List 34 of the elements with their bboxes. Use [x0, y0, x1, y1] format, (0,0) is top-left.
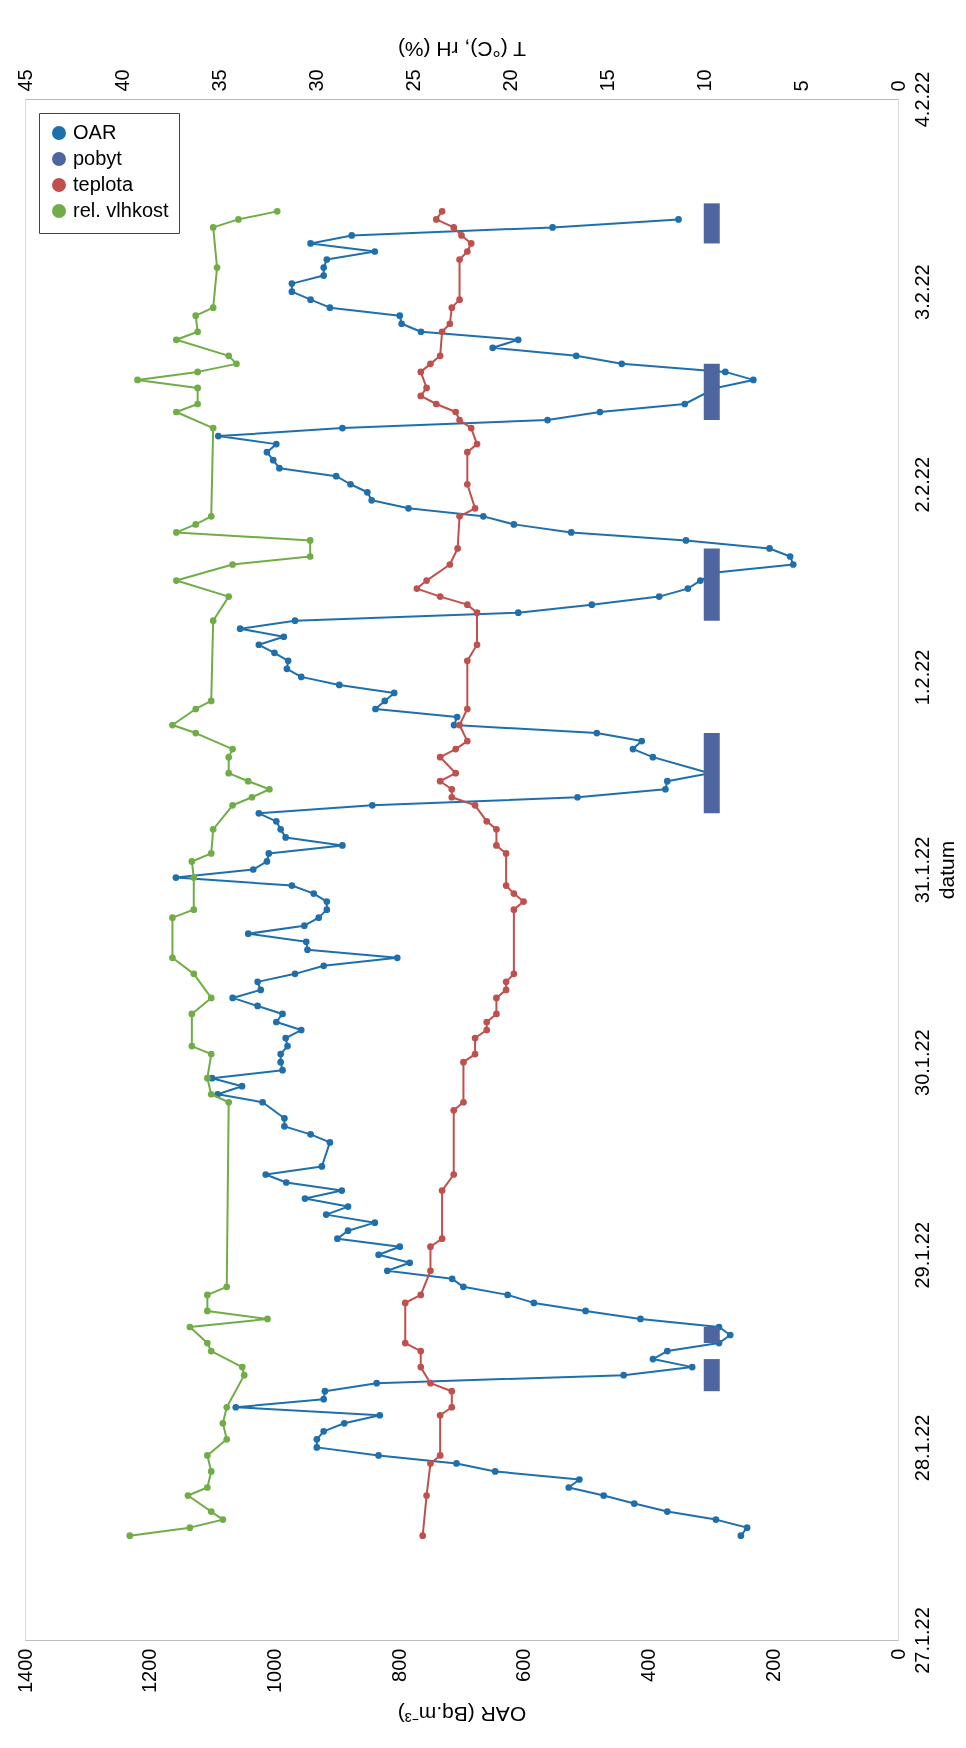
x2-tick-label: 15	[595, 69, 618, 92]
x2-tick-label: 10	[692, 69, 715, 92]
x2-tick-label: 0	[886, 80, 909, 92]
x2-axis-title: T (°C), rH (%)	[397, 38, 527, 62]
x-tick-label: 1200	[138, 1648, 161, 1693]
x-tick-label: 1000	[262, 1648, 285, 1693]
x-tick-label: 600	[512, 1648, 535, 1682]
x2-tick-label: 20	[498, 69, 521, 92]
y-tick-label: 4.2.22	[910, 71, 933, 128]
x2-tick-label: 30	[304, 69, 327, 92]
x2-tick-label: 40	[110, 69, 133, 92]
legend-label: teplota	[73, 173, 134, 195]
y-tick-label: 30.1.22	[910, 1029, 933, 1096]
y-tick-label: 27.1.22	[910, 1607, 933, 1674]
legend-label: OAR	[73, 121, 117, 143]
y-tick-label: 28.1.22	[910, 1414, 933, 1482]
x2-tick-label: 45	[13, 69, 36, 92]
x-tick-label: 400	[637, 1648, 660, 1682]
x2-tick-label: 5	[789, 80, 812, 92]
x-tick-label: 200	[761, 1648, 784, 1682]
y-axis-title: datum	[934, 840, 958, 900]
x2-tick-label: 35	[207, 69, 230, 92]
y-tick-label: 2.2.22	[910, 456, 933, 513]
y-tick-label: 31.1.22	[910, 836, 933, 904]
x-tick-label: 1400	[13, 1648, 36, 1693]
x-tick-label: 800	[387, 1648, 410, 1682]
x2-tick-label: 25	[401, 69, 424, 92]
y-tick-label: 1.2.22	[910, 649, 933, 706]
y-tick-label: 3.2.22	[910, 264, 933, 320]
legend-label: pobyt	[73, 147, 123, 169]
x-tick-label: 0	[886, 1648, 909, 1660]
x-axis-title: OAR (Bq.m⁻³)	[397, 1702, 527, 1726]
legend-label: rel. vlhkost	[73, 199, 170, 221]
y-tick-label: 29.1.22	[910, 1221, 933, 1289]
